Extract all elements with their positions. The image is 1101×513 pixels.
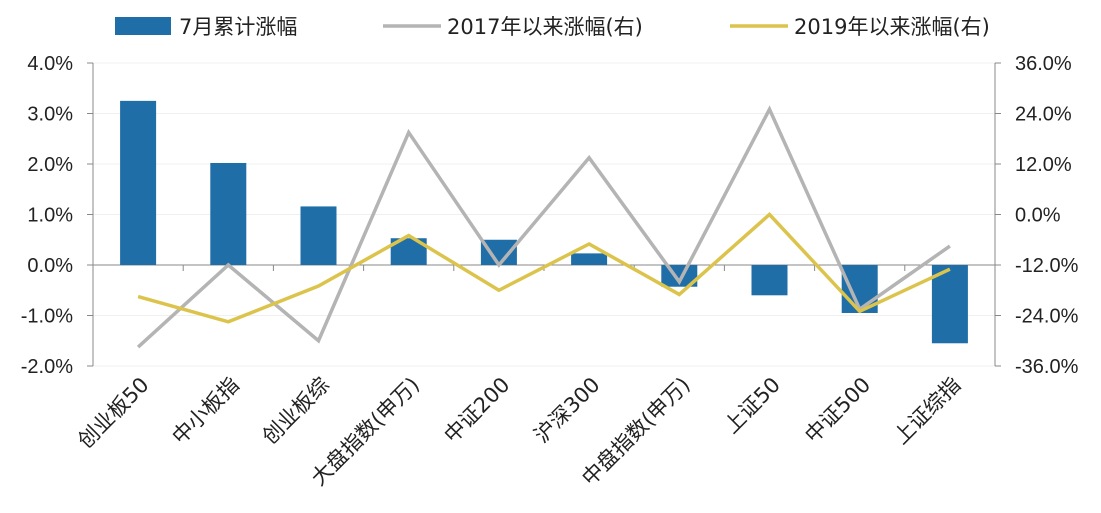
bar: [931, 265, 968, 344]
left-axis-tick-label: 3.0%: [27, 104, 73, 126]
left-axis-tick-label: 4.0%: [27, 53, 73, 75]
category-label: 上证50: [719, 373, 785, 439]
category-label: 中小板指: [167, 373, 243, 449]
right-axis-tick-label: 0.0%: [1015, 205, 1061, 227]
bar: [300, 206, 337, 265]
right-axis-tick-label: -24.0%: [1015, 306, 1079, 328]
legend-label: 2017年以来涨幅(右): [447, 15, 643, 39]
legend-label: 7月累计涨幅: [179, 15, 297, 39]
category-label: 沪深300: [530, 373, 605, 448]
line-series: [136, 105, 951, 349]
line-2019: [137, 212, 951, 324]
bar: [210, 162, 247, 265]
left-axis-tick-label: 1.0%: [27, 205, 73, 227]
left-axis-tick-label: 0.0%: [27, 255, 73, 277]
right-axis-tick-label: -36.0%: [1015, 356, 1079, 378]
bar: [571, 253, 608, 265]
legend-swatch-bar: [115, 17, 171, 35]
left-axis-tick-label: 2.0%: [27, 154, 73, 176]
category-label: 中证200: [439, 373, 514, 448]
axes: 4.0% 3.0% 2.0% 1.0% 0.0% -1.0% -2.0% 36.0% 24.0%…: [21, 53, 1079, 378]
bar-series: [120, 100, 968, 344]
category-label: 上证综指: [889, 373, 965, 449]
right-axis-tick-label: 12.0%: [1015, 154, 1072, 176]
right-axis-tick-label: -12.0%: [1015, 255, 1079, 277]
left-axis-tick-label: -2.0%: [21, 356, 73, 378]
legend: 7月累计涨幅 2017年以来涨幅(右) 2019年以来涨幅(右): [115, 15, 990, 39]
right-axis-tick-label: 36.0%: [1015, 53, 1072, 75]
category-label: 创业板综: [258, 373, 334, 449]
left-axis-tick-label: -1.0%: [21, 306, 73, 328]
category-label: 中证500: [800, 373, 875, 448]
right-axis-tick-label: 24.0%: [1015, 104, 1072, 126]
bar: [751, 265, 788, 296]
bar: [120, 100, 157, 265]
legend-label: 2019年以来涨幅(右): [794, 15, 990, 39]
category-label: 创业板50: [73, 373, 153, 453]
line-2017: [136, 105, 951, 349]
